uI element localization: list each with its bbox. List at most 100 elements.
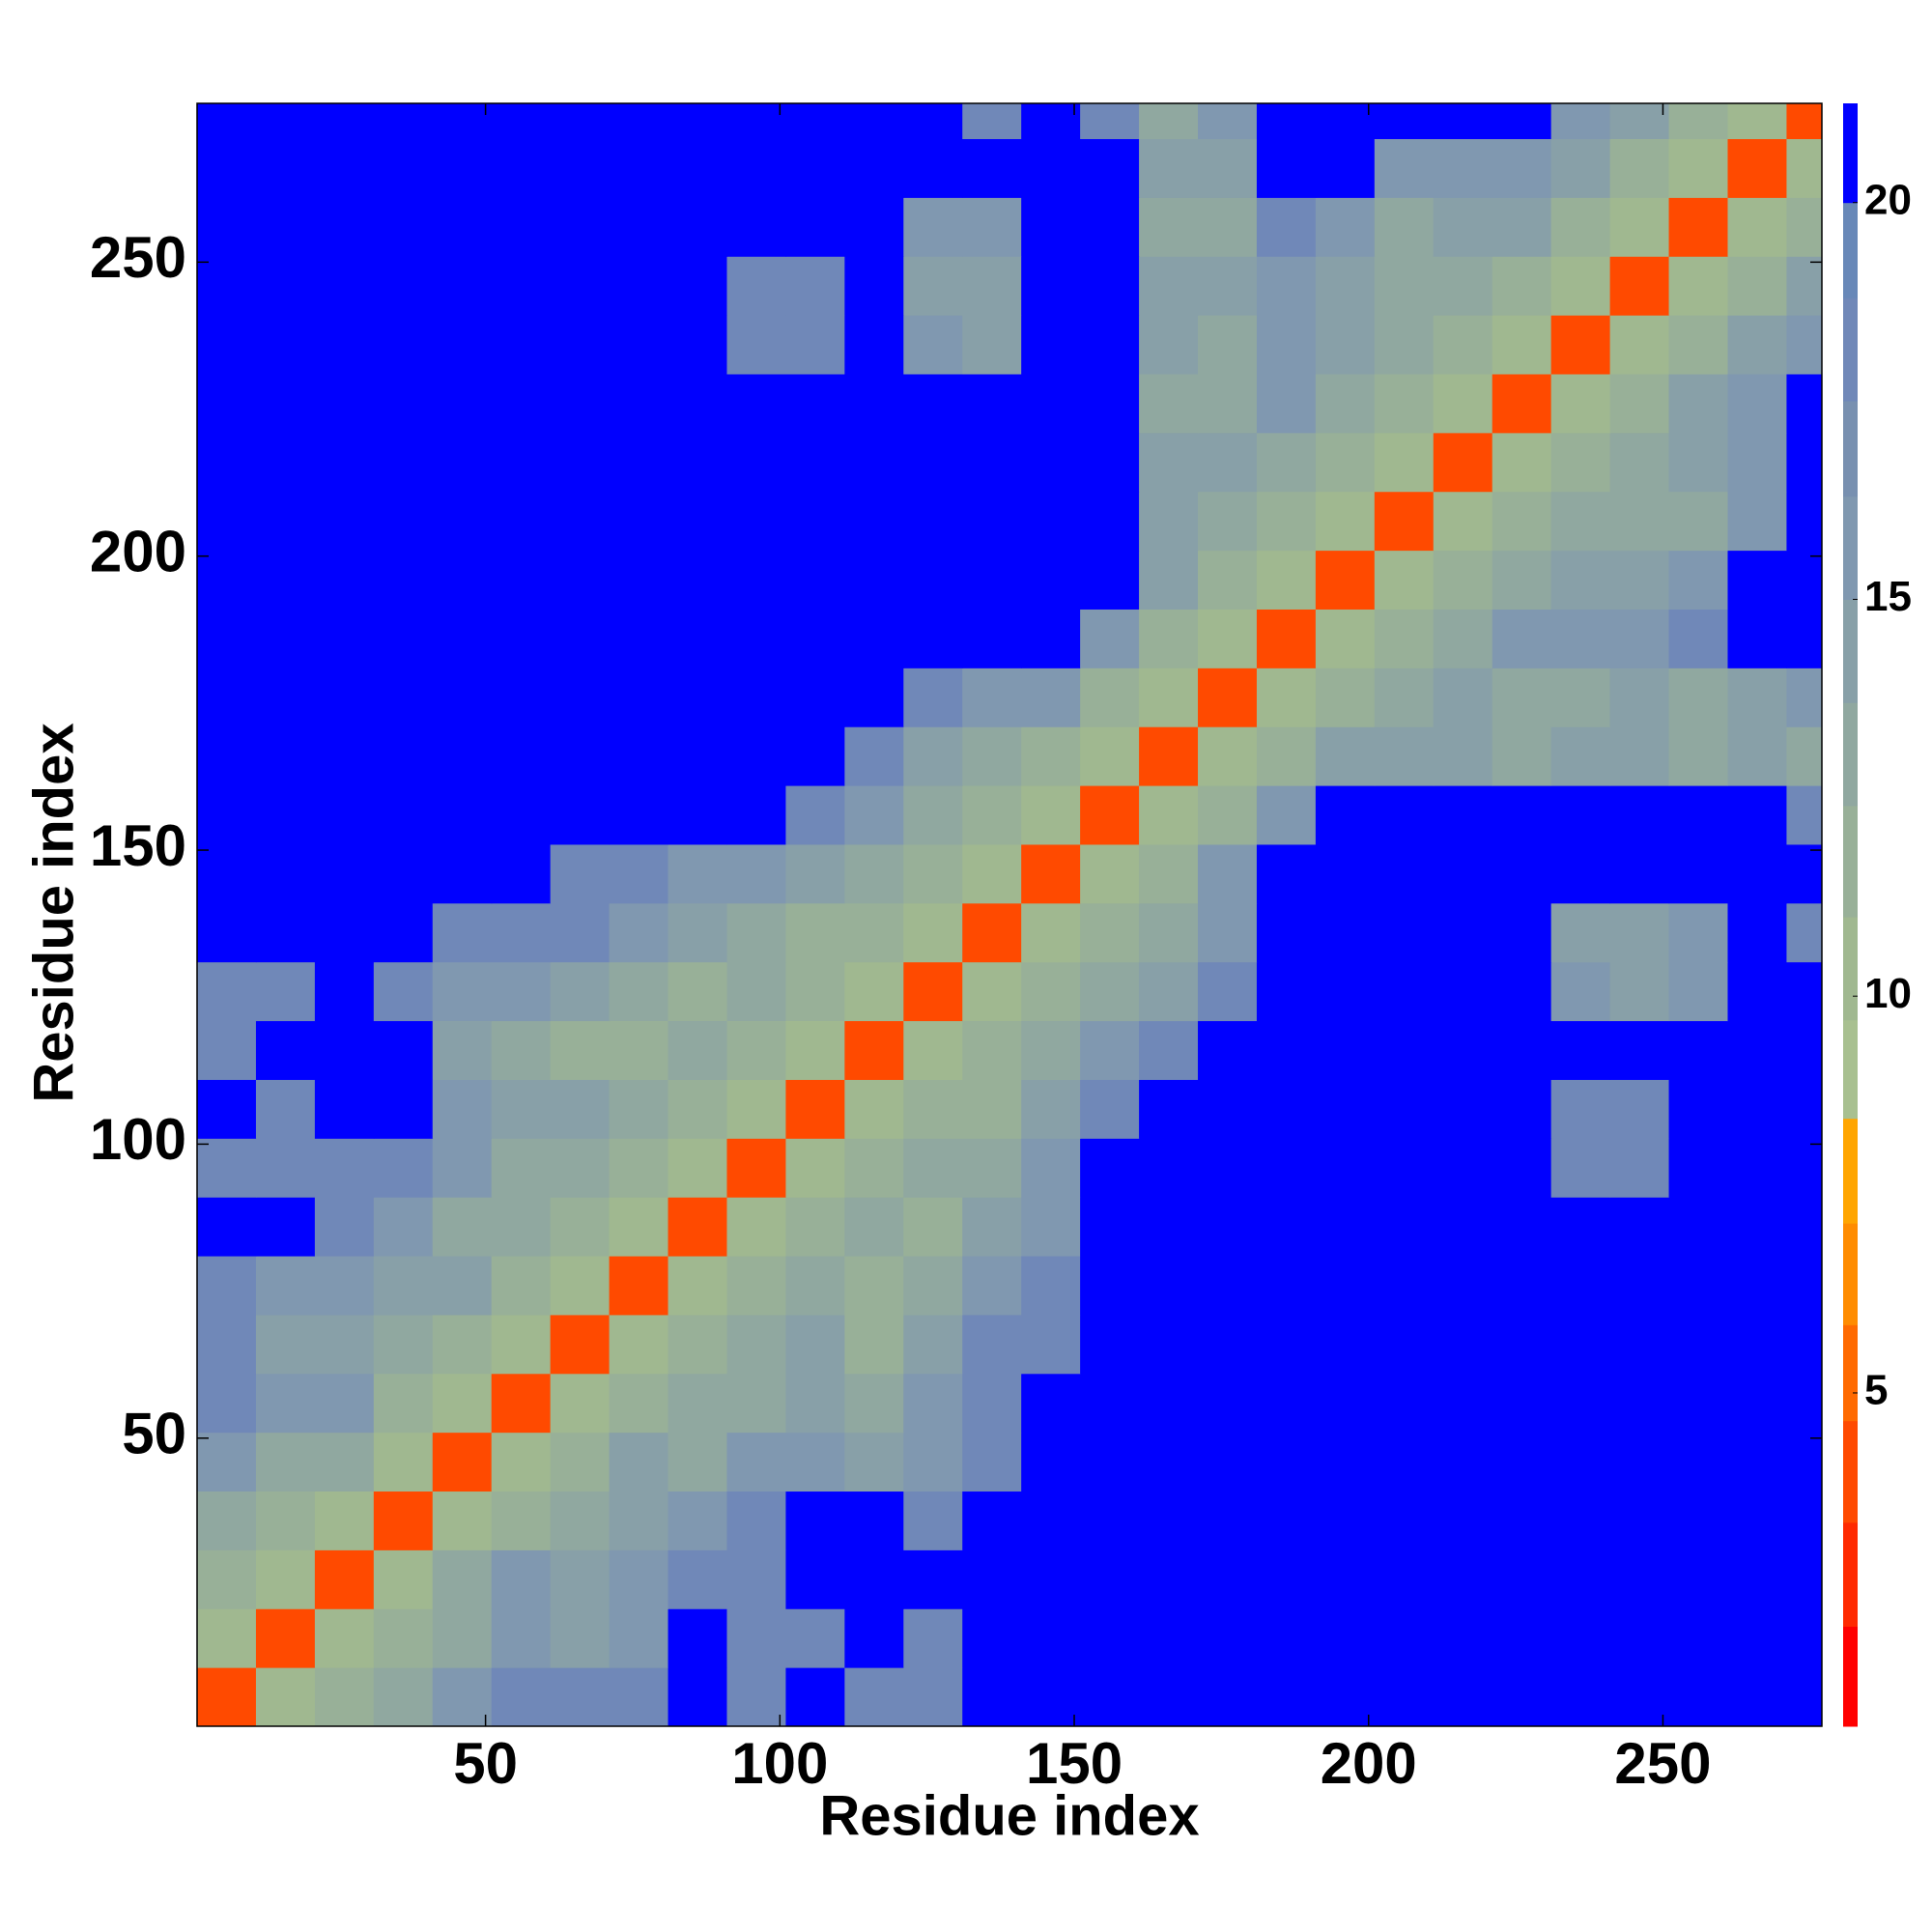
heatmap-cell: [1139, 550, 1199, 610]
heatmap-cell: [1786, 843, 1823, 904]
heatmap-cell: [1198, 1432, 1258, 1492]
heatmap-cell: [255, 726, 316, 786]
heatmap-cell: [314, 961, 375, 1022]
heatmap-cell: [1139, 315, 1199, 375]
heatmap-cell: [844, 668, 904, 727]
heatmap-cell: [903, 432, 963, 493]
heatmap-cell: [785, 1667, 845, 1727]
heatmap-cell: [844, 609, 904, 668]
heatmap-cell: [432, 843, 493, 904]
heatmap-cell: [1786, 1432, 1823, 1492]
heatmap-cell: [197, 1314, 257, 1375]
heatmap-cell: [1139, 1373, 1199, 1434]
heatmap-cell: [1668, 315, 1728, 375]
heatmap-cell: [1256, 550, 1317, 610]
heatmap-cell: [1786, 668, 1823, 727]
heatmap-cell: [373, 1138, 434, 1198]
heatmap-cell: [1550, 668, 1611, 727]
heatmap-cell: [609, 432, 669, 493]
heatmap-cell: [1315, 138, 1376, 198]
heatmap-cell: [1668, 1314, 1728, 1375]
heatmap-cell: [1198, 315, 1258, 375]
heatmap-cell: [432, 1256, 493, 1316]
heatmap-cell: [1727, 1549, 1787, 1609]
heatmap-cell: [1080, 1549, 1140, 1609]
heatmap-cell: [1315, 491, 1376, 552]
heatmap-cell: [1609, 843, 1670, 904]
heatmap-cell: [1492, 961, 1552, 1022]
heatmap-cell: [491, 1373, 552, 1434]
heatmap-cell: [1609, 1138, 1670, 1198]
heatmap-cell: [1433, 1138, 1493, 1198]
heatmap-cell: [1609, 374, 1670, 434]
heatmap-cell: [1550, 843, 1611, 904]
heatmap-cell: [1315, 902, 1376, 963]
heatmap-cell: [1080, 550, 1140, 610]
heatmap-cell: [1374, 726, 1435, 786]
heatmap-cell: [1315, 1667, 1376, 1727]
heatmap-cell: [314, 1491, 375, 1550]
colorbar-tick-label: 20: [1864, 176, 1912, 223]
heatmap-cell: [197, 1138, 257, 1198]
heatmap-cell: [1256, 1608, 1317, 1668]
heatmap-cell: [1080, 668, 1140, 727]
heatmap-cell: [609, 726, 669, 786]
heatmap-cell: [1727, 843, 1787, 904]
heatmap-cell: [550, 1138, 611, 1198]
heatmap-cell: [1727, 1138, 1787, 1198]
heatmap-cell: [1433, 1549, 1493, 1609]
heatmap-cell: [668, 668, 727, 727]
heatmap-cell: [844, 432, 904, 493]
heatmap-cell: [844, 1020, 904, 1080]
heatmap-cell: [550, 1256, 611, 1316]
heatmap-cell: [491, 1314, 552, 1375]
heatmap-cell: [1256, 103, 1317, 140]
heatmap-cell: [491, 1608, 552, 1668]
heatmap-cell: [1021, 1197, 1081, 1257]
heatmap-cell: [1315, 550, 1376, 610]
heatmap-cell: [1256, 1314, 1317, 1375]
heatmap-cell: [1668, 550, 1728, 610]
heatmap-cell: [1080, 609, 1140, 668]
heatmap-cell: [785, 1491, 845, 1550]
heatmap-cell: [609, 1608, 669, 1668]
heatmap-cell: [1609, 1549, 1670, 1609]
heatmap-cell: [1021, 491, 1081, 552]
heatmap-cell: [1786, 1138, 1823, 1198]
heatmap-cell: [1492, 785, 1552, 845]
heatmap-cell: [255, 1373, 316, 1434]
heatmap-cell: [1198, 1667, 1258, 1727]
colorbar-band: [1843, 401, 1858, 497]
heatmap-cell: [550, 1197, 611, 1257]
heatmap-cell: [903, 256, 963, 316]
heatmap-cell: [1374, 1138, 1435, 1198]
heatmap-cell: [844, 315, 904, 375]
heatmap-cell: [1198, 491, 1258, 552]
heatmap-cell: [609, 1256, 669, 1316]
heatmap-cell: [609, 902, 669, 963]
heatmap-cell: [1080, 902, 1140, 963]
heatmap-cell: [373, 843, 434, 904]
heatmap-cell: [844, 902, 904, 963]
heatmap-cell: [609, 1549, 669, 1609]
heatmap-cell: [668, 1608, 727, 1668]
heatmap-cell: [1550, 432, 1611, 493]
heatmap-cell: [1021, 138, 1081, 198]
heatmap-cell: [903, 197, 963, 257]
heatmap-cell: [609, 1314, 669, 1375]
heatmap-cell: [550, 902, 611, 963]
heatmap-cell: [1315, 843, 1376, 904]
heatmap-cell: [668, 103, 727, 140]
heatmap-cell: [1609, 1197, 1670, 1257]
heatmap-cell: [432, 1608, 493, 1668]
heatmap-cell: [903, 843, 963, 904]
heatmap-cell: [491, 256, 552, 316]
heatmap-cell: [785, 1020, 845, 1080]
heatmap-cell: [491, 138, 552, 198]
heatmap-cell: [197, 726, 257, 786]
heatmap-cell: [726, 1373, 786, 1434]
heatmap-cell: [491, 315, 552, 375]
heatmap-cell: [314, 197, 375, 257]
heatmap-cell: [373, 1549, 434, 1609]
